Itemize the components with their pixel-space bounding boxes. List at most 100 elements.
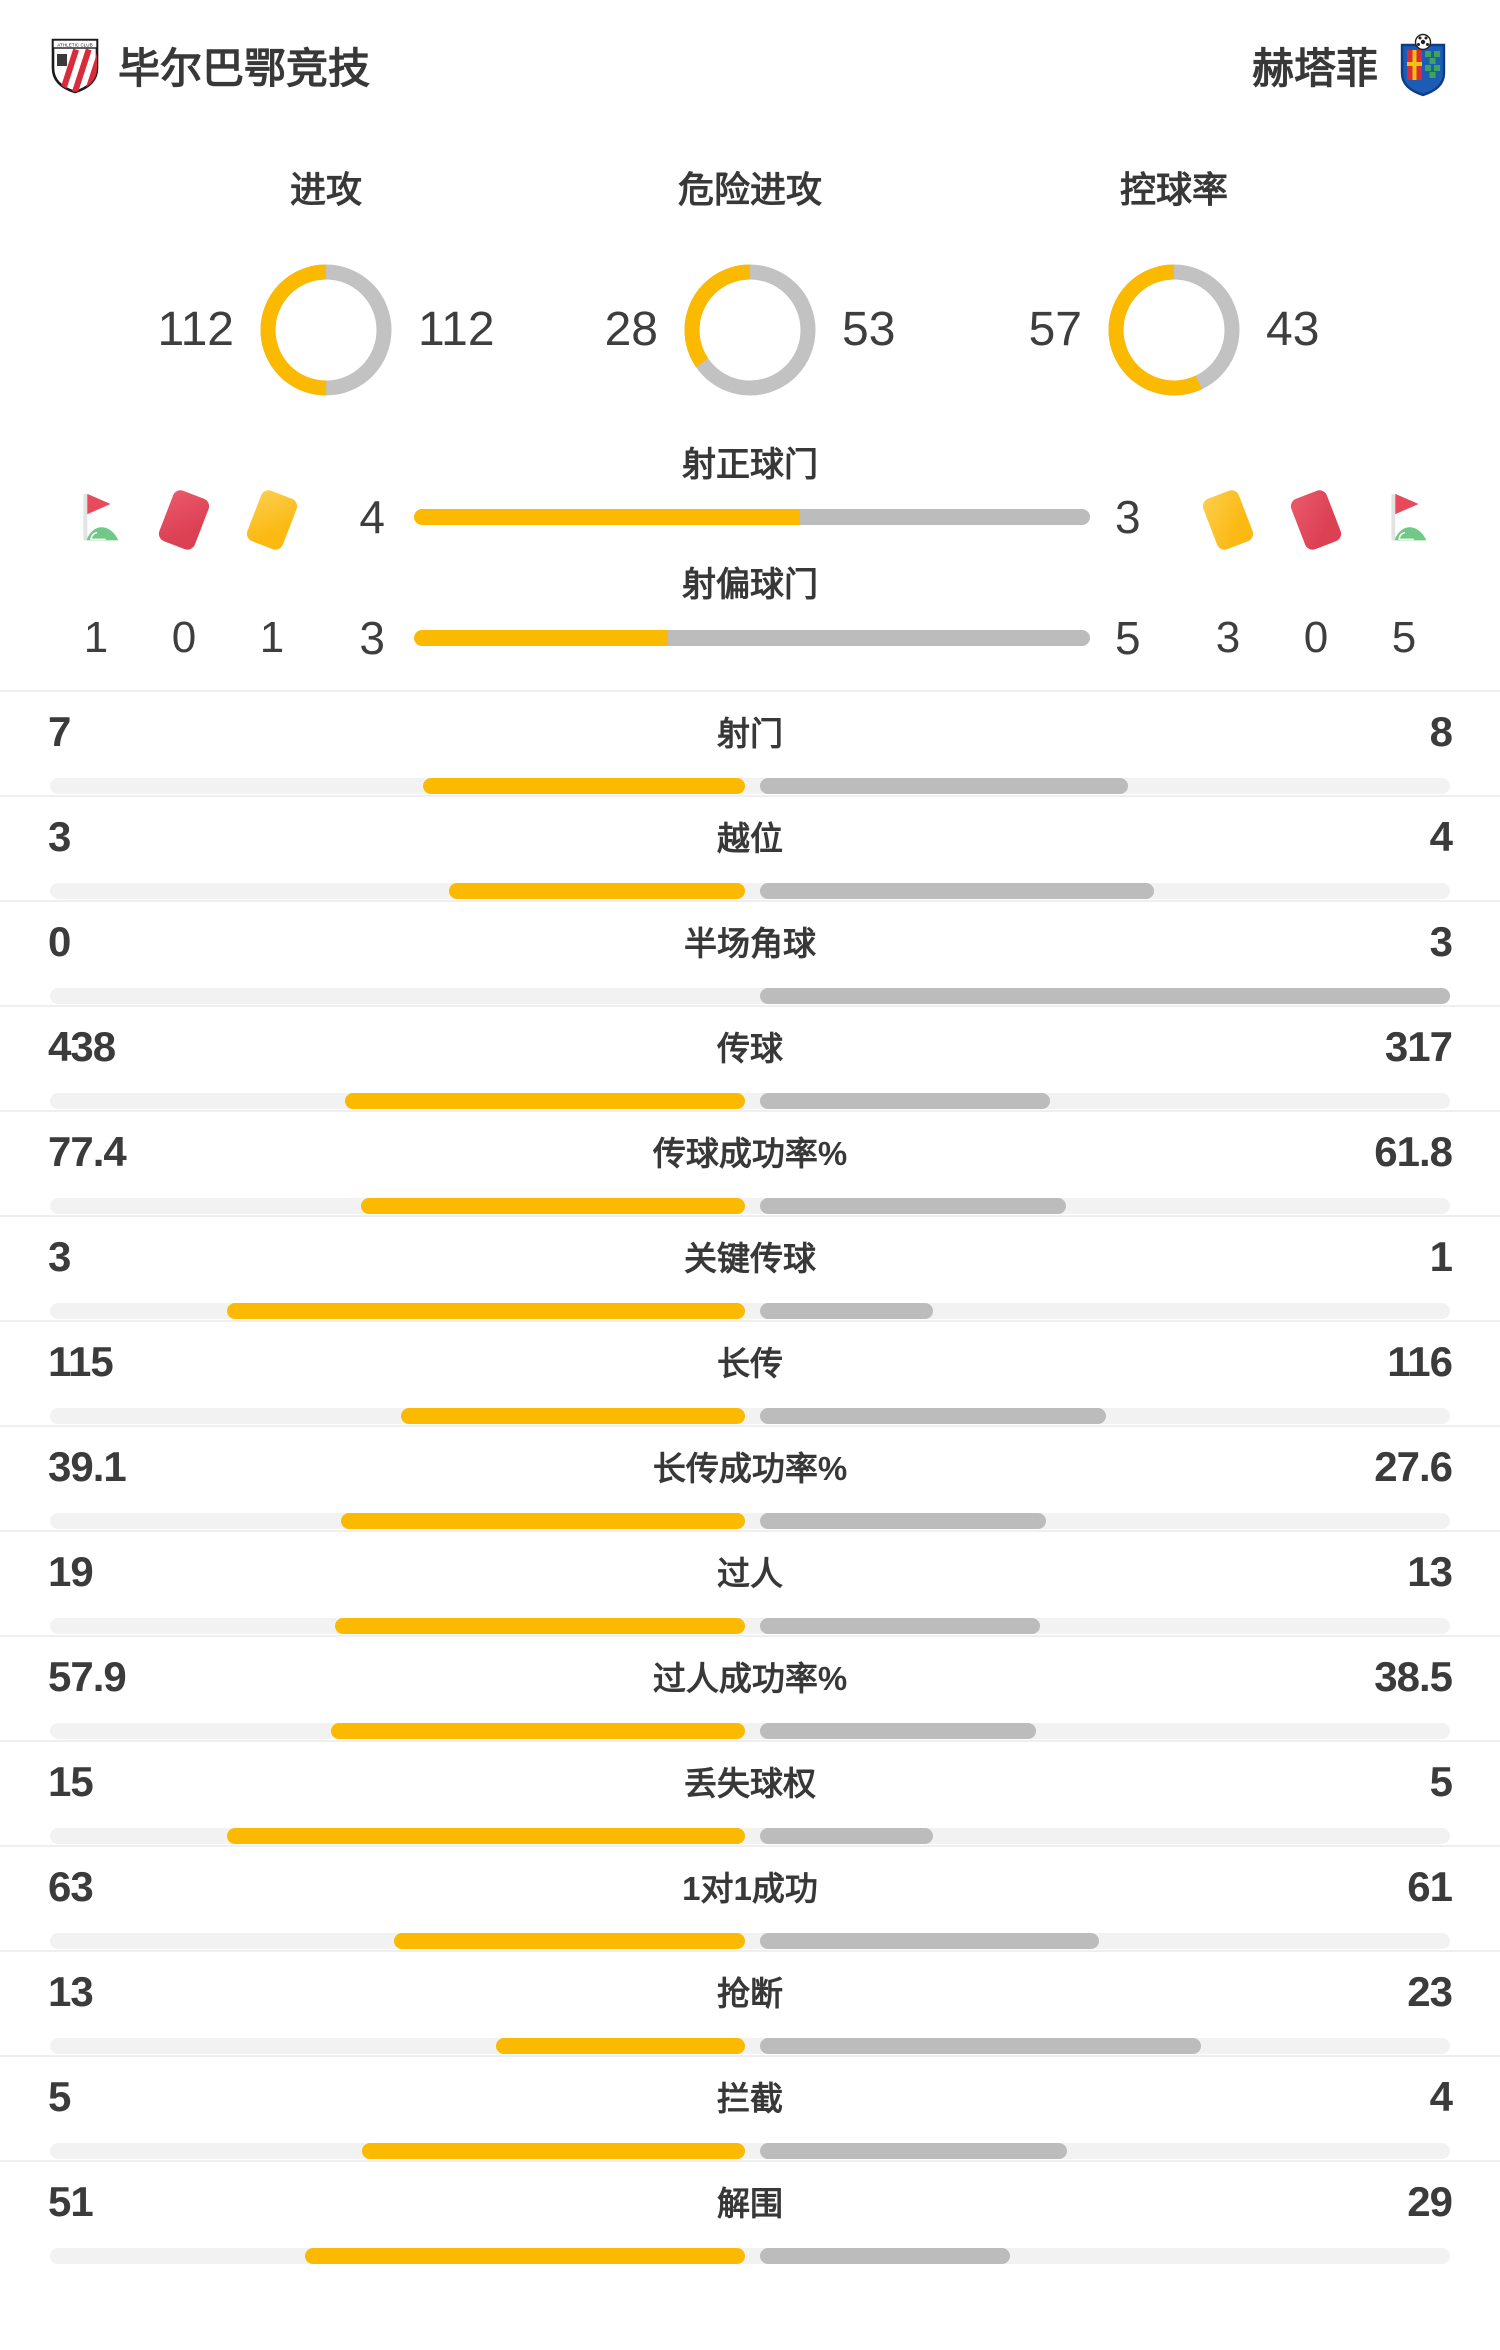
- stat-home-value: 51: [48, 2178, 94, 2225]
- match-header: ATHLETIC CLUB 毕尔巴鄂竞技 赫塔菲: [50, 30, 1450, 100]
- donut-ring-icon: [684, 264, 816, 396]
- stat-bar-track: [50, 2038, 1450, 2054]
- stat-label: 解围: [717, 2185, 783, 2222]
- home-bar-segment: [496, 2038, 745, 2054]
- stat-home-value: 77.4: [48, 1128, 127, 1175]
- donut-away-value: 112: [418, 303, 495, 356]
- stat-away-value: 29: [1407, 2178, 1453, 2225]
- stat-row: 3 关键传球 1: [0, 1215, 1500, 1320]
- away-team: 赫塔菲: [1252, 33, 1450, 97]
- shots-off-target-away-value: 5: [1115, 612, 1141, 664]
- home-bar-segment: [394, 1933, 745, 1949]
- away-bar-segment: [760, 1828, 933, 1844]
- stat-home-value: 7: [48, 708, 71, 755]
- donut-label: 控球率: [1119, 169, 1228, 210]
- stat-label: 过人成功率%: [652, 1660, 848, 1697]
- donut-label: 进攻: [289, 169, 362, 210]
- stat-bar-track: [50, 1093, 1450, 1109]
- away-red-card-count: 0: [1303, 613, 1329, 662]
- stats-list: 7 射门 8 3 越位 4 0 半场角球 3 438 传球 317 77.4 传…: [0, 690, 1500, 2265]
- stat-label: 半场角球: [684, 925, 816, 962]
- home-bar-segment: [362, 2143, 745, 2159]
- home-bar-segment: [227, 1828, 745, 1844]
- stat-row: 0 半场角球 3: [0, 900, 1500, 1005]
- away-discipline-icons: [1184, 484, 1448, 556]
- yellow-card-icon: [1184, 484, 1272, 556]
- away-bar-segment: [760, 1618, 1040, 1634]
- stat-away-value: 3: [1429, 918, 1453, 965]
- stat-bar-track: [50, 1723, 1450, 1739]
- stat-home-value: 63: [48, 1863, 94, 1910]
- away-bar-segment: [760, 1198, 1066, 1214]
- away-bar-segment: [760, 1513, 1046, 1529]
- stat-away-value: 8: [1429, 708, 1453, 755]
- stat-away-value: 27.6: [1374, 1443, 1453, 1490]
- stat-row: 51 解围 29: [0, 2160, 1500, 2265]
- home-bar-segment: [331, 1723, 745, 1739]
- stat-home-value: 115: [48, 1338, 114, 1385]
- stat-away-value: 61.8: [1374, 1128, 1453, 1175]
- home-bar-segment: [361, 1198, 745, 1214]
- stat-label: 抢断: [717, 1975, 783, 2012]
- away-bar-segment: [760, 1303, 933, 1319]
- away-bar-segment: [760, 2143, 1067, 2159]
- home-bar-segment: [414, 630, 668, 646]
- yellow-card-icon: [228, 484, 316, 556]
- away-team-name: 赫塔菲: [1251, 44, 1378, 92]
- stat-label: 传球: [717, 1030, 783, 1067]
- stat-away-value: 4: [1429, 813, 1453, 860]
- away-bar-segment: [760, 988, 1450, 1004]
- donut-label: 危险进攻: [677, 169, 822, 210]
- home-red-card-count: 0: [171, 613, 197, 662]
- stat-label: 长传: [717, 1345, 783, 1382]
- away-bar-segment: [760, 1408, 1106, 1424]
- stat-label: 关键传球: [684, 1240, 816, 1277]
- home-corner-count: 1: [83, 613, 109, 662]
- stat-row: 63 1对1成功 61: [0, 1845, 1500, 1950]
- donut-home-value: 28: [604, 303, 658, 356]
- stat-home-value: 13: [48, 1968, 94, 2015]
- stat-away-value: 1: [1429, 1233, 1453, 1280]
- stat-row: 57.9 过人成功率% 38.5: [0, 1635, 1500, 1740]
- donut-home-value: 57: [1028, 303, 1082, 356]
- shots-on-target-home-value: 4: [359, 491, 385, 543]
- donut-chart-2: 危险进攻 28 53: [535, 165, 965, 396]
- away-bar-segment: [800, 509, 1090, 525]
- red-card-icon: [140, 484, 228, 556]
- stat-away-value: 13: [1407, 1548, 1453, 1595]
- donut-ring-icon: [260, 264, 392, 396]
- home-team: ATHLETIC CLUB 毕尔巴鄂竞技: [50, 35, 370, 96]
- away-bar-segment: [760, 1093, 1050, 1109]
- home-bar-segment: [345, 1093, 745, 1109]
- donut-away-value: 43: [1266, 303, 1320, 356]
- home-bar-segment: [423, 778, 745, 794]
- stat-bar-track: [50, 1408, 1450, 1424]
- stat-home-value: 57.9: [48, 1653, 127, 1700]
- away-yellow-card-count: 3: [1215, 613, 1241, 662]
- stat-label: 1对1成功: [682, 1870, 818, 1907]
- stat-row: 13 抢断 23: [0, 1950, 1500, 2055]
- away-bar-segment: [760, 1723, 1036, 1739]
- shots-on-target-away-value: 3: [1115, 491, 1141, 543]
- stat-row: 15 丢失球权 5: [0, 1740, 1500, 1845]
- home-bar-segment: [401, 1408, 745, 1424]
- stat-row: 3 越位 4: [0, 795, 1500, 900]
- getafe-crest-icon: [1400, 33, 1446, 97]
- corner-flag-icon: [52, 484, 140, 556]
- stat-away-value: 317: [1384, 1023, 1453, 1070]
- corner-flag-icon: [1360, 484, 1448, 556]
- stat-label: 过人: [717, 1555, 783, 1592]
- donut-chart-1: 进攻 112 112: [111, 165, 541, 396]
- stat-row: 7 射门 8: [0, 690, 1500, 795]
- stat-label: 射门: [717, 715, 783, 752]
- shots-off-target-bar: [414, 630, 1090, 646]
- stat-away-value: 116: [1387, 1338, 1453, 1385]
- stat-label: 拦截: [717, 2080, 783, 2117]
- athletic-club-crest-icon: ATHLETIC CLUB: [51, 38, 99, 94]
- stat-bar-track: [50, 1933, 1450, 1949]
- stat-row: 115 长传 116: [0, 1320, 1500, 1425]
- away-bar-segment: [760, 1933, 1099, 1949]
- stat-away-value: 5: [1429, 1758, 1453, 1805]
- home-bar-segment: [227, 1303, 745, 1319]
